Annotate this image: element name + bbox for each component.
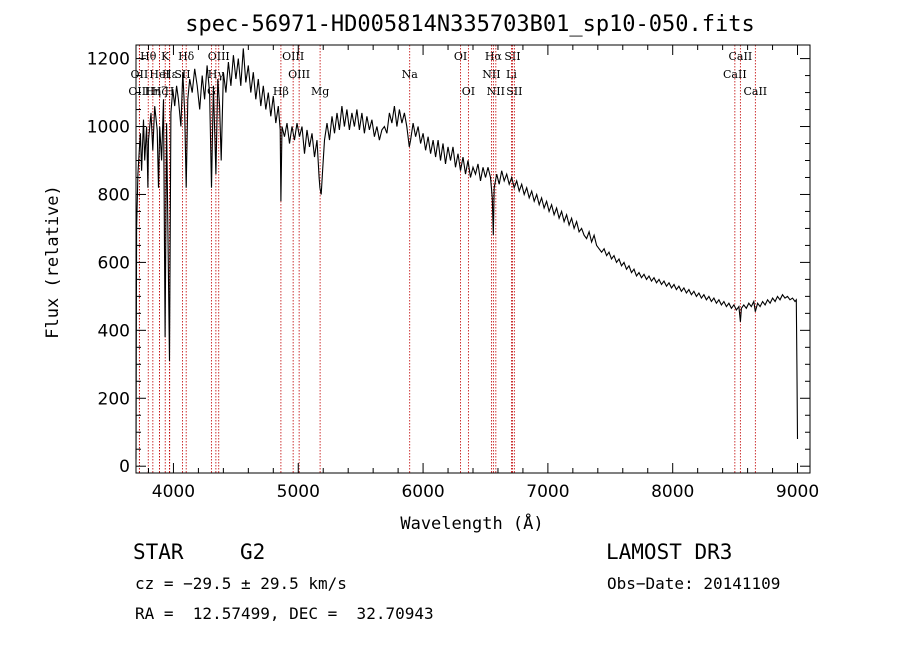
- line-label-23: NII: [482, 68, 500, 81]
- line-label-0: Hθ: [140, 50, 157, 63]
- line-label-20: OI: [462, 85, 475, 98]
- y-tick-label: 800: [98, 185, 130, 205]
- y-tick-label: 0: [119, 457, 130, 477]
- line-label-25: NII: [487, 85, 505, 98]
- line-label-17: Mg: [311, 85, 329, 98]
- chart-title: spec-56971-HD005814N335703B01_sp10-050.f…: [185, 12, 755, 37]
- line-label-13: G: [207, 85, 216, 98]
- line-label-9: Hδ: [178, 50, 195, 63]
- line-label-8: Hε: [162, 68, 178, 81]
- line-label-22: SII: [504, 50, 520, 63]
- survey-name: LAMOST DR3: [606, 540, 733, 564]
- axis-ticks: 4000 5000 6000 7000 8000 9000 0 200 400 600 800 100…: [87, 45, 819, 502]
- line-label-29: CaII: [743, 85, 767, 98]
- object-subclass: G2: [240, 540, 266, 564]
- line-label-28: CaII: [723, 68, 747, 81]
- line-label-15: OIII: [288, 68, 310, 81]
- x-axis-label: Wavelength (Å): [400, 512, 543, 534]
- obs-date: Obs−Date: 20141109: [607, 574, 781, 593]
- plot-frame: [135, 44, 811, 474]
- redshift-info: cz = −29.5 ± 29.5 km/s: [135, 574, 347, 593]
- x-tick-label: 6000: [401, 482, 444, 502]
- line-label-12: Hγ: [208, 68, 225, 81]
- line-label-21: Hα: [485, 50, 503, 63]
- x-tick-label: 4000: [152, 482, 195, 502]
- line-label-18: Na: [402, 68, 419, 81]
- y-axis-label: Flux (relative): [43, 185, 63, 339]
- x-tick-label: 7000: [526, 482, 569, 502]
- x-tick-label: 8000: [651, 482, 694, 502]
- line-label-2: OIII: [128, 85, 150, 98]
- line-label-19: OI: [454, 50, 467, 63]
- y-tick-label: 1000: [87, 118, 130, 138]
- line-label-4: HeI: [149, 68, 169, 81]
- line-label-26: SII: [506, 85, 522, 98]
- line-label-24: Li: [506, 68, 517, 81]
- line-label-11: OIII: [208, 50, 230, 63]
- x-tick-label: 9000: [776, 482, 819, 502]
- line-label-16: Hβ: [273, 85, 289, 98]
- y-tick-label: 1200: [87, 50, 130, 70]
- line-label-27: CaII: [729, 50, 753, 63]
- line-label-1: OII: [131, 68, 149, 81]
- object-class: STAR: [133, 540, 184, 564]
- line-label-3: K: [161, 50, 170, 63]
- line-label-14: OIII: [282, 50, 304, 63]
- x-tick-label: 5000: [277, 482, 320, 502]
- coordinates: RA = 12.57499, DEC = 32.70943: [135, 604, 434, 623]
- spectrum-line: [135, 48, 799, 460]
- line-label-5: Hη: [145, 85, 161, 98]
- line-label-6: Hζ: [152, 85, 168, 98]
- y-tick-label: 600: [98, 253, 130, 273]
- emission-line-markers: HθOIIOIIIKHeIHηHζHHεHδSIIOIIIHγGOIIIOIII…: [128, 45, 767, 473]
- y-tick-label: 200: [98, 389, 130, 409]
- y-tick-label: 400: [98, 321, 130, 341]
